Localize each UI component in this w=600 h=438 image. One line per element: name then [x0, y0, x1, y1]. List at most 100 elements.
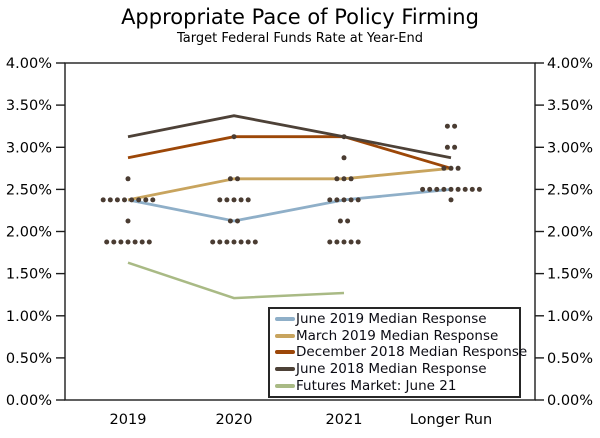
y-axis-label-left: 3.50% [6, 98, 52, 114]
y-axis-label-right: 1.50% [547, 267, 593, 283]
series-line-december-2018-median-response [127, 135, 452, 170]
participant-dot-2019 [111, 239, 117, 245]
y-axis-label-left: 0.50% [6, 351, 52, 367]
participant-dot-2019 [122, 197, 127, 203]
participant-dot-2019 [118, 239, 124, 245]
participant-dot-2021 [348, 176, 354, 182]
participant-dot-longer-run [444, 144, 450, 150]
x-axis-label-2021: 2021 [326, 412, 363, 428]
participant-dot-2021 [341, 197, 347, 203]
participant-dot-2021 [327, 239, 333, 245]
participant-dot-longer-run [455, 165, 461, 171]
participant-dot-2020 [245, 197, 251, 203]
participant-dot-2021 [327, 197, 333, 203]
legend-swatch-march-2019-median [275, 333, 295, 338]
participant-dot-2020 [238, 239, 244, 245]
participant-dot-2021 [341, 155, 347, 161]
legend-swatch-futures-market [275, 383, 295, 388]
legend-item-december-2018-median: December 2018 Median Response [275, 344, 527, 361]
legend-swatch-december-2018-median [275, 350, 295, 355]
legend-item-march-2019-median: March 2019 Median Response [275, 328, 515, 345]
participant-dot-2020 [235, 176, 240, 182]
y-axis-label-right: 3.50% [547, 98, 593, 114]
participant-dot-2020 [231, 239, 237, 245]
participant-dot-longer-run [455, 186, 461, 192]
participant-dot-2020 [227, 176, 233, 182]
participant-dot-2019 [104, 239, 110, 245]
participant-dot-2020 [238, 197, 244, 203]
legend-label: March 2019 Median Response [296, 327, 499, 344]
legend-swatch-june-2019-median [275, 317, 295, 322]
participant-dot-2020 [210, 239, 216, 245]
y-axis-label-right: 0.00% [547, 393, 593, 409]
participant-dot-2020 [217, 239, 223, 245]
y-axis-label-right: 2.50% [547, 182, 593, 198]
participant-dot-2021 [355, 197, 361, 203]
y-axis-label-left: 2.00% [6, 225, 52, 241]
legend-label: June 2019 Median Response [296, 311, 487, 328]
participant-dot-longer-run [452, 144, 458, 150]
y-axis-label-left: 3.00% [6, 140, 52, 156]
legend-label: December 2018 Median Response [296, 344, 528, 361]
participant-dot-2021 [348, 197, 354, 203]
legend-item-june-2018-median: June 2018 Median Response [275, 361, 515, 378]
participant-dot-longer-run [441, 186, 447, 192]
series-line-futures-market-june-21 [127, 261, 345, 300]
participant-dot-2019 [139, 239, 145, 245]
participant-dot-2019 [125, 239, 131, 245]
participant-dot-longer-run [420, 186, 426, 192]
participant-dot-longer-run [427, 186, 433, 192]
participant-dot-2020 [245, 239, 251, 245]
participant-dot-longer-run [469, 186, 475, 192]
y-axis-label-left: 1.00% [6, 309, 52, 325]
participant-dot-2019 [150, 197, 156, 203]
participant-dot-2021 [355, 239, 361, 245]
chart-legend: June 2019 Median Response March 2019 Med… [268, 307, 527, 398]
participant-dot-2021 [334, 197, 340, 203]
legend-label: Futures Market: June 21 [296, 377, 457, 394]
participant-dot-longer-run [448, 197, 454, 203]
participant-dot-2019 [125, 218, 131, 224]
participant-dot-2019 [114, 197, 120, 203]
participant-dot-2020 [227, 218, 233, 224]
participant-dot-2021 [334, 176, 340, 182]
participant-dot-2019 [143, 197, 149, 203]
participant-dot-2021 [334, 239, 340, 245]
participant-dot-2019 [107, 197, 113, 203]
series-line-march-2019-median-response [127, 166, 452, 202]
participant-dot-2021 [348, 239, 354, 245]
participant-dot-2020 [252, 239, 258, 245]
y-axis-label-left: 1.50% [6, 267, 52, 283]
legend-item-futures-market: Futures Market: June 21 [275, 377, 515, 394]
participant-dot-longer-run [444, 123, 450, 129]
y-axis-label-left: 2.50% [6, 182, 52, 198]
y-axis-label-right: 3.00% [547, 140, 593, 156]
participant-dot-2019 [136, 197, 142, 203]
participant-dot-2020 [231, 134, 237, 140]
participant-dot-2021 [345, 218, 351, 224]
participant-dot-2019 [129, 197, 135, 203]
participant-dot-longer-run [448, 186, 454, 192]
series-line-june-2019-median-response [127, 188, 452, 223]
participant-dot-longer-run [434, 186, 440, 192]
y-axis-label-right: 0.50% [547, 351, 593, 367]
y-axis-label-left: 0.00% [6, 393, 52, 409]
participant-dot-2020 [217, 197, 223, 203]
participant-dot-2019 [100, 197, 106, 203]
y-axis-label-left: 4.00% [6, 56, 52, 72]
participant-dot-2021 [341, 239, 347, 245]
legend-item-june-2019-median: June 2019 Median Response [275, 311, 515, 328]
series-line-june-2018-median-response [127, 114, 452, 160]
y-axis-label-right: 2.00% [547, 225, 593, 241]
legend-swatch-june-2018-median [275, 367, 295, 372]
participant-dot-2020 [235, 218, 240, 224]
y-axis-label-right: 1.00% [547, 309, 593, 325]
participant-dot-2019 [146, 239, 152, 245]
participant-dot-2020 [224, 239, 230, 245]
legend-label: June 2018 Median Response [296, 361, 487, 378]
participant-dot-2020 [224, 197, 230, 203]
participant-dot-longer-run [462, 186, 468, 192]
participant-dot-2021 [337, 218, 343, 224]
x-axis-label-2019: 2019 [110, 412, 147, 428]
